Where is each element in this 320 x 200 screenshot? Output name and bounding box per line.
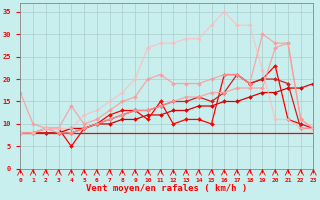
X-axis label: Vent moyen/en rafales ( km/h ): Vent moyen/en rafales ( km/h ) [86, 184, 247, 193]
